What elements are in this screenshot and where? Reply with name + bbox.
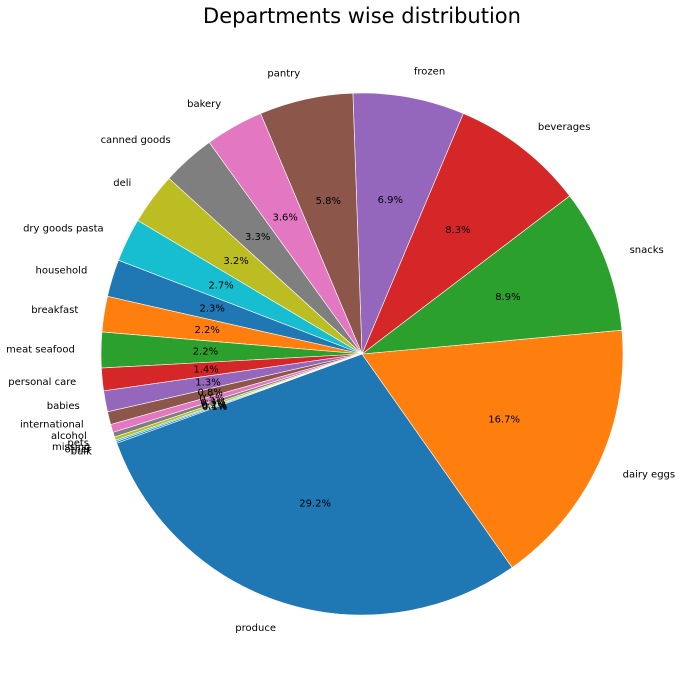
percentage-label-canned-goods: 3.3%: [245, 232, 270, 243]
category-label-dairy-eggs: dairy eggs: [623, 470, 676, 481]
category-label-babies: babies: [47, 401, 80, 412]
category-label-pantry: pantry: [267, 69, 300, 80]
category-label-frozen: frozen: [414, 67, 445, 78]
category-label-alcohol: alcohol: [51, 431, 87, 442]
category-label-international: international: [20, 420, 84, 431]
percentage-label-missing: 0.2%: [201, 400, 226, 411]
pie-slice-bulk: [115, 353, 363, 444]
pie-slices: [100, 92, 624, 616]
category-labels: produce dairy eggs snacks beverages frozen pa…: [6, 67, 675, 634]
category-label-bakery: bakery: [187, 99, 221, 110]
category-label-pets: pets: [67, 438, 89, 449]
category-label-canned-goods: canned goods: [101, 135, 171, 146]
pie-slice-snacks: [360, 195, 623, 355]
pie-slice-dairy-eggs: [361, 329, 624, 568]
percentage-label-frozen: 6.9%: [378, 195, 403, 206]
percentage-label-bakery: 3.6%: [272, 213, 297, 224]
category-label-household: household: [36, 266, 88, 277]
category-label-deli: deli: [113, 178, 131, 189]
percentage-label-personal-care: 1.4%: [193, 364, 218, 375]
percentage-label-breakfast: 2.2%: [194, 325, 219, 336]
percentage-label-babies: 1.3%: [195, 377, 220, 388]
category-label-missing: missing: [52, 442, 90, 453]
percentage-label-pets: 0.3%: [200, 397, 225, 408]
percentage-label-other: 0.1%: [202, 401, 227, 412]
percentage-label-dry-goods-pasta: 2.7%: [208, 281, 233, 292]
percentage-label-beverages: 8.3%: [445, 225, 470, 236]
percentage-label-alcohol: 0.5%: [199, 394, 224, 405]
category-label-meat-seafood: meat seafood: [6, 345, 75, 356]
percentage-label-household: 2.3%: [199, 304, 224, 315]
percentage-label-produce: 29.2%: [299, 498, 331, 509]
category-label-beverages: beverages: [538, 122, 591, 133]
category-label-bulk: bulk: [71, 446, 92, 457]
category-label-personal-care: personal care: [8, 377, 76, 388]
category-label-snacks: snacks: [630, 245, 664, 256]
percentage-label-bulk: 0.1%: [202, 402, 227, 413]
percentage-label-dairy-eggs: 16.7%: [488, 415, 520, 426]
percentage-labels: 29.2% 16.7% 8.9% 8.3% 6.9% 5.8% 3.6%3.3% 3.2% 2.…: [193, 195, 521, 509]
category-label-produce: produce: [235, 623, 276, 634]
chart-title: Departments wise distribution: [203, 4, 521, 28]
percentage-label-pantry: 5.8%: [316, 196, 341, 207]
pie-slice-beverages: [361, 113, 571, 355]
percentage-label-deli: 3.2%: [223, 256, 248, 267]
percentage-label-meat-seafood: 2.2%: [193, 347, 218, 358]
category-label-breakfast: breakfast: [31, 305, 78, 316]
category-label-other: other: [65, 445, 93, 456]
percentage-label-snacks: 8.9%: [495, 292, 520, 303]
percentage-label-international: 0.8%: [197, 388, 222, 399]
pie-slice-frozen: [352, 92, 464, 355]
pie-slice-produce: [116, 353, 513, 616]
category-label-dry-goods-pasta: dry goods pasta: [23, 224, 104, 235]
